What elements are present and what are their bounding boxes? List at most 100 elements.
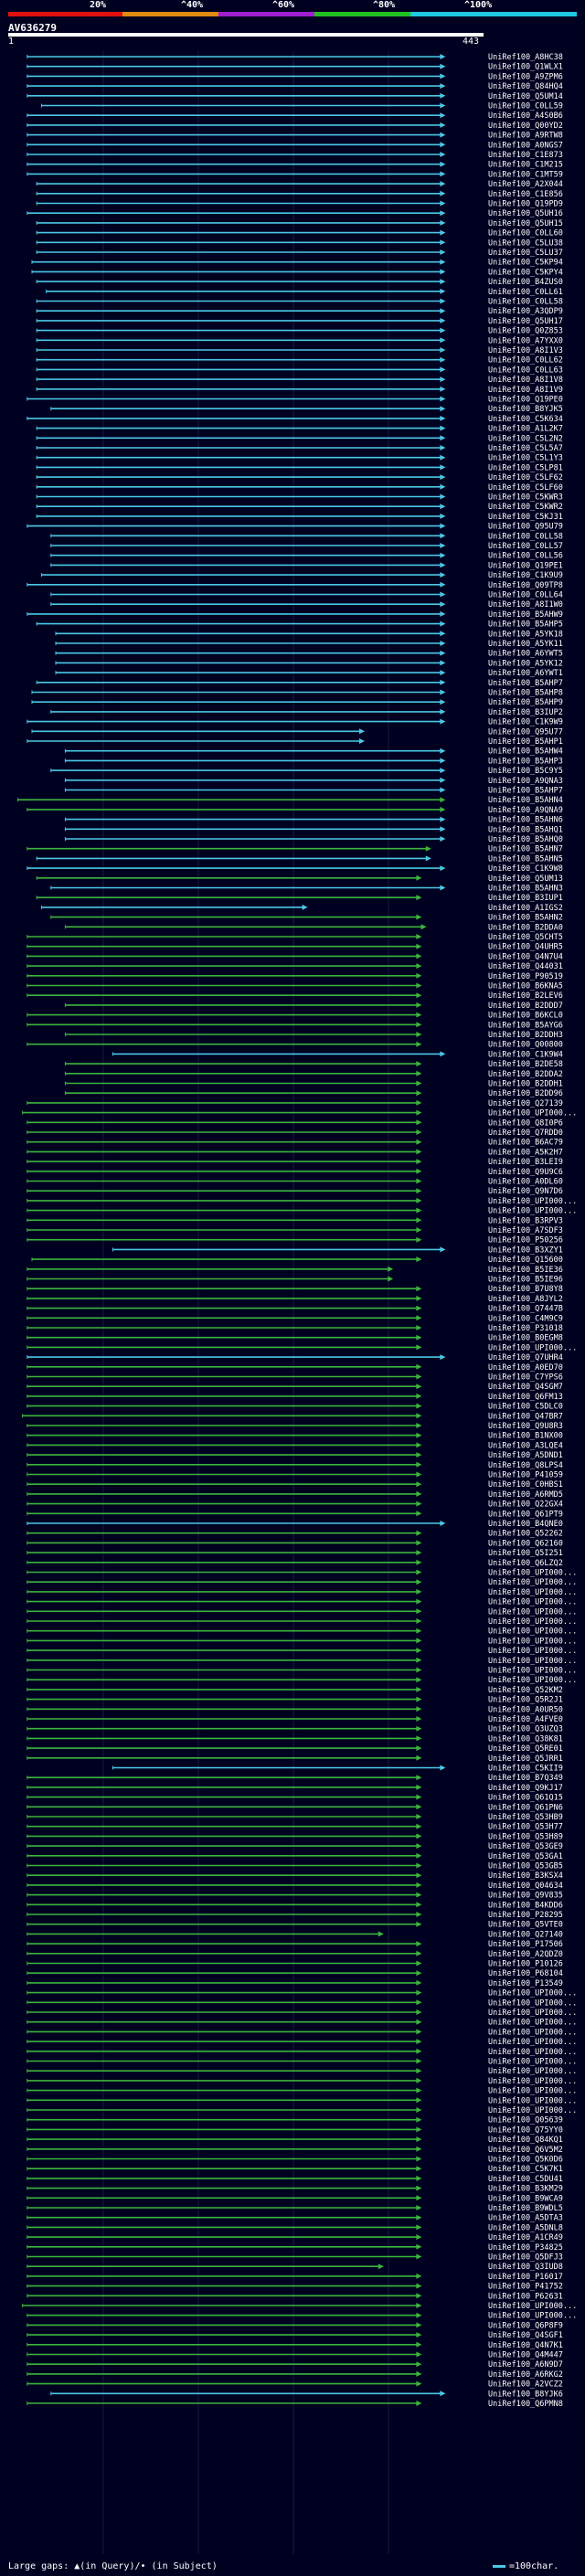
hit-label[interactable]: UniRef100_Q61PN6 [488, 1803, 563, 1812]
hit-label[interactable]: UniRef100_Q5CHT5 [488, 933, 563, 942]
hit-label[interactable]: UniRef100_A5DNL8 [488, 2223, 563, 2232]
hit-label[interactable]: UniRef100_UPI000... [488, 2106, 577, 2115]
hit-label[interactable]: UniRef100_C0LL64 [488, 591, 563, 600]
hit-label[interactable]: UniRef100_A6YWT1 [488, 669, 563, 678]
hit-label[interactable]: UniRef100_A1CR49 [488, 2233, 563, 2242]
hit-label[interactable]: UniRef100_Q4N7K1 [488, 2341, 563, 2350]
hit-label[interactable]: UniRef100_Q3UZQ3 [488, 1725, 563, 1734]
hit-label[interactable]: UniRef100_B5AHN2 [488, 914, 563, 923]
hit-label[interactable]: UniRef100_UPI000... [488, 2067, 577, 2076]
hit-label[interactable]: UniRef100_C5KPY4 [488, 268, 563, 277]
hit-label[interactable]: UniRef100_UPI000... [488, 1109, 577, 1118]
hit-label[interactable]: UniRef100_C5KWR3 [488, 493, 563, 503]
hit-label[interactable]: UniRef100_Q22GX4 [488, 1500, 563, 1510]
hit-label[interactable]: UniRef100_B3KSX4 [488, 1871, 563, 1881]
hit-label[interactable]: UniRef100_P34825 [488, 2243, 563, 2253]
hit-label[interactable]: UniRef100_Q6V5M2 [488, 2146, 563, 2155]
hit-label[interactable]: UniRef100_Q6P8F9 [488, 2321, 563, 2330]
hit-label[interactable]: UniRef100_Q9U8R3 [488, 1422, 563, 1431]
hit-label[interactable]: UniRef100_C5L2N2 [488, 434, 563, 443]
hit-label[interactable]: UniRef100_Q8LPS4 [488, 1461, 563, 1470]
hit-label[interactable]: UniRef100_C5LU38 [488, 239, 563, 248]
hit-label[interactable]: UniRef100_C0LL62 [488, 356, 563, 366]
hit-label[interactable]: UniRef100_UPI000... [488, 2058, 577, 2067]
hit-label[interactable]: UniRef100_B5AHN4 [488, 796, 563, 805]
hit-label[interactable]: UniRef100_C5L5A7 [488, 444, 563, 453]
hit-label[interactable]: UniRef100_Q4SGF1 [488, 2331, 563, 2340]
hit-label[interactable]: UniRef100_C5LU37 [488, 249, 563, 258]
hit-label[interactable]: UniRef100_Q53GE9 [488, 1842, 563, 1851]
hit-label[interactable]: UniRef100_C5L1Y3 [488, 454, 563, 463]
hit-label[interactable]: UniRef100_A5DTA3 [488, 2214, 563, 2223]
hit-label[interactable]: UniRef100_UPI000... [488, 1657, 577, 1666]
hit-label[interactable]: UniRef100_A1IGS2 [488, 904, 563, 913]
hit-label[interactable]: UniRef100_B5AHP8 [488, 689, 563, 698]
hit-label[interactable]: UniRef100_B3IUP2 [488, 708, 563, 717]
hit-label[interactable]: UniRef100_Q7UHR4 [488, 1353, 563, 1362]
hit-label[interactable]: UniRef100_P90519 [488, 972, 563, 981]
hit-label[interactable]: UniRef100_A9ZPM6 [488, 72, 563, 81]
hit-label[interactable]: UniRef100_A5K2H7 [488, 1148, 563, 1157]
hit-label[interactable]: UniRef100_Q4M447 [488, 2351, 563, 2360]
hit-label[interactable]: UniRef100_B5AHN7 [488, 845, 563, 854]
hit-label[interactable]: UniRef100_A5YK11 [488, 640, 563, 649]
hit-label[interactable]: UniRef100_Q6LZQ2 [488, 1559, 563, 1568]
hit-label[interactable]: UniRef100_C5LF62 [488, 473, 563, 482]
hit-label[interactable]: UniRef100_B5AHP9 [488, 698, 563, 707]
hit-label[interactable]: UniRef100_P10126 [488, 1960, 563, 1969]
hit-label[interactable]: UniRef100_A2X044 [488, 180, 563, 189]
hit-label[interactable]: UniRef100_Q9KJ17 [488, 1784, 563, 1793]
hit-label[interactable]: UniRef100_B5AHP1 [488, 737, 563, 747]
hit-label[interactable]: UniRef100_B2DDA2 [488, 1070, 563, 1079]
hit-label[interactable]: UniRef100_Q61Q15 [488, 1794, 563, 1803]
hit-label[interactable]: UniRef100_UPI000... [488, 1598, 577, 1607]
hit-label[interactable]: UniRef100_B5AHN6 [488, 816, 563, 825]
hit-label[interactable]: UniRef100_Q8I0P6 [488, 1118, 563, 1128]
hit-label[interactable]: UniRef100_P50256 [488, 1236, 563, 1246]
hit-label[interactable]: UniRef100_Q53HB9 [488, 1813, 563, 1822]
hit-label[interactable]: UniRef100_B1NX00 [488, 1432, 563, 1441]
hit-label[interactable]: UniRef100_Q6PMN8 [488, 2400, 563, 2409]
hit-label[interactable]: UniRef100_Q05639 [488, 2116, 563, 2125]
hit-label[interactable]: UniRef100_A6N9D7 [488, 2360, 563, 2369]
hit-label[interactable]: UniRef100_Q61PT9 [488, 1510, 563, 1519]
hit-label[interactable]: UniRef100_C5DU41 [488, 2175, 563, 2184]
hit-label[interactable]: UniRef100_P41752 [488, 2283, 563, 2292]
hit-label[interactable]: UniRef100_C4M9C9 [488, 1314, 563, 1323]
hit-label[interactable]: UniRef100_B7U8Y8 [488, 1285, 563, 1294]
hit-label[interactable]: UniRef100_Q38K81 [488, 1734, 563, 1744]
hit-label[interactable]: UniRef100_B8YJK5 [488, 405, 563, 414]
hit-label[interactable]: UniRef100_A3LQE4 [488, 1441, 563, 1450]
hit-label[interactable]: UniRef100_A9QNA9 [488, 806, 563, 815]
hit-label[interactable]: UniRef100_A8I1V3 [488, 346, 563, 355]
hit-label[interactable]: UniRef100_C5LF60 [488, 483, 563, 493]
hit-label[interactable]: UniRef100_A4FVE0 [488, 1715, 563, 1724]
hit-label[interactable]: UniRef100_B8YJK6 [488, 2390, 563, 2399]
hit-label[interactable]: UniRef100_Q52262 [488, 1530, 563, 1539]
hit-label[interactable]: UniRef100_Q47BR7 [488, 1412, 563, 1421]
hit-label[interactable]: UniRef100_Q5DFJ3 [488, 2253, 563, 2263]
hit-label[interactable]: UniRef100_C0LL59 [488, 102, 563, 111]
hit-label[interactable]: UniRef100_Q15600 [488, 1256, 563, 1265]
hit-label[interactable]: UniRef100_C0LL56 [488, 552, 563, 561]
hit-label[interactable]: UniRef100_C5K634 [488, 415, 563, 424]
hit-label[interactable]: UniRef100_Q5UM14 [488, 92, 563, 101]
hit-label[interactable]: UniRef100_UPI000... [488, 1197, 577, 1206]
hit-label[interactable]: UniRef100_Q5K0D6 [488, 2156, 563, 2165]
hit-label[interactable]: UniRef100_B5IE96 [488, 1276, 563, 1285]
hit-label[interactable]: UniRef100_UPI000... [488, 1637, 577, 1646]
hit-label[interactable]: UniRef100_B2DDH3 [488, 1031, 563, 1040]
hit-label[interactable]: UniRef100_UPI000... [488, 2312, 577, 2321]
hit-label[interactable]: UniRef100_C0LL57 [488, 542, 563, 551]
hit-label[interactable]: UniRef100_B5AHP7 [488, 787, 563, 796]
hit-label[interactable]: UniRef100_Q84KQ1 [488, 2136, 563, 2145]
hit-label[interactable]: UniRef100_Q53H89 [488, 1832, 563, 1841]
hit-label[interactable]: UniRef100_A9RTW8 [488, 132, 563, 141]
hit-label[interactable]: UniRef100_Q5JRR1 [488, 1754, 563, 1764]
hit-label[interactable]: UniRef100_A2VCZ2 [488, 2380, 563, 2390]
hit-label[interactable]: UniRef100_C0LL58 [488, 532, 563, 541]
hit-label[interactable]: UniRef100_A5YK18 [488, 630, 563, 639]
hit-label[interactable]: UniRef100_A9QNA3 [488, 777, 563, 786]
hit-label[interactable]: UniRef100_B5AHP7 [488, 679, 563, 688]
hit-label[interactable]: UniRef100_UPI000... [488, 1676, 577, 1685]
